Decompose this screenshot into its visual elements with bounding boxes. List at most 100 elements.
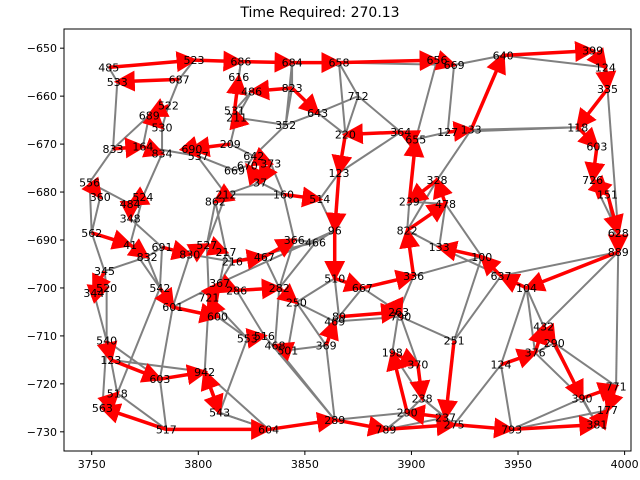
route-edge [432,176,453,205]
node-label: 667 [352,282,373,295]
route-edge [500,348,539,369]
node-label: 89 [332,311,346,324]
node-label: 381 [586,419,607,432]
route-edge [384,296,404,320]
route-edge [91,229,134,250]
node-label: 238 [412,392,433,405]
node-label: 689 [139,109,160,122]
node-label: 485 [98,61,119,74]
route-edge [397,130,422,150]
node-label: 533 [107,76,128,89]
route-edge [276,283,300,305]
route-edge [406,202,449,232]
gray-edge [104,255,148,273]
route-edge [216,273,240,294]
node-label: 832 [137,251,158,264]
route-edge [523,250,619,292]
node-label: 124 [490,359,511,372]
gray-edge [357,95,402,133]
node-label: 604 [258,423,279,436]
node-label: 41 [123,239,137,252]
gray-edge [444,203,483,258]
node-label: 790 [390,311,411,324]
route-edge [236,278,283,300]
node-label: 468 [265,340,286,353]
route-edge [268,411,339,433]
gray-edge [338,287,364,318]
gray-edge [446,64,456,133]
node-label: 942 [194,366,215,379]
node-label: 466 [305,236,326,249]
route-edge [188,136,231,158]
node-label: 643 [307,107,328,120]
gray-edge [284,62,294,126]
node-label: 96 [328,224,342,237]
node-label: 771 [606,380,627,393]
node-label: 286 [226,284,247,297]
route-edge [403,404,446,426]
y-tick-label: −660 [27,90,57,103]
node-label: 336 [403,270,424,283]
node-label: 601 [162,301,183,314]
route-edge [447,121,475,142]
route-edge [362,269,417,291]
gray-edge [615,251,620,387]
route-edge [283,186,324,208]
gray-edge [413,255,483,277]
gray-edge [333,278,340,317]
route-edge [142,107,165,130]
route-edge [96,340,118,364]
node-label: 514 [309,193,330,206]
node-label: 237 [435,411,456,424]
gray-edge [274,287,281,346]
node-label: 616 [228,71,249,84]
route-edge [112,137,147,159]
x-tick-label: 3950 [504,458,532,471]
route-edge [318,318,339,347]
route-edge [341,123,401,145]
route-edge [437,340,458,421]
route-edge [406,178,439,204]
node-label: 658 [328,57,349,70]
route-edge [399,226,421,277]
gray-edge [414,59,438,140]
route-edge [386,349,409,414]
route-edge [205,236,230,256]
node-label: 364 [390,126,411,139]
route-edge [271,341,296,362]
route-edge [479,254,503,278]
route-edge [81,176,103,200]
gray-edge [278,241,317,289]
node-label: 209 [220,138,241,151]
gray-edge [112,81,119,149]
gray-edge [92,292,108,341]
node-label: 376 [525,347,546,360]
node-label: 686 [230,56,251,69]
node-label: 390 [571,392,592,405]
gray-edge [453,364,502,426]
route-edge [240,51,296,73]
node-label: 655 [405,133,426,146]
gray-edge [158,247,164,289]
gray-edge [325,345,336,420]
node-label: 687 [169,73,190,86]
gray-edge [406,201,411,231]
node-label: 344 [83,287,104,300]
route-edge [581,382,620,402]
node-label: 251 [444,335,465,348]
node-label: 562 [81,227,102,240]
y-tick-label: −650 [27,42,57,55]
node-label: 469 [324,316,345,329]
node-label: 211 [226,112,247,125]
route-edge [226,73,248,111]
node-label: 522 [158,100,179,113]
node-label: 640 [493,49,514,62]
gray-edge [171,254,191,308]
node-label: 542 [149,282,170,295]
route-edge [435,240,483,262]
gray-edge [158,378,168,430]
node-label: 563 [92,402,113,415]
node-label: 656 [427,54,448,67]
x-tick-label: 4000 [611,458,639,471]
